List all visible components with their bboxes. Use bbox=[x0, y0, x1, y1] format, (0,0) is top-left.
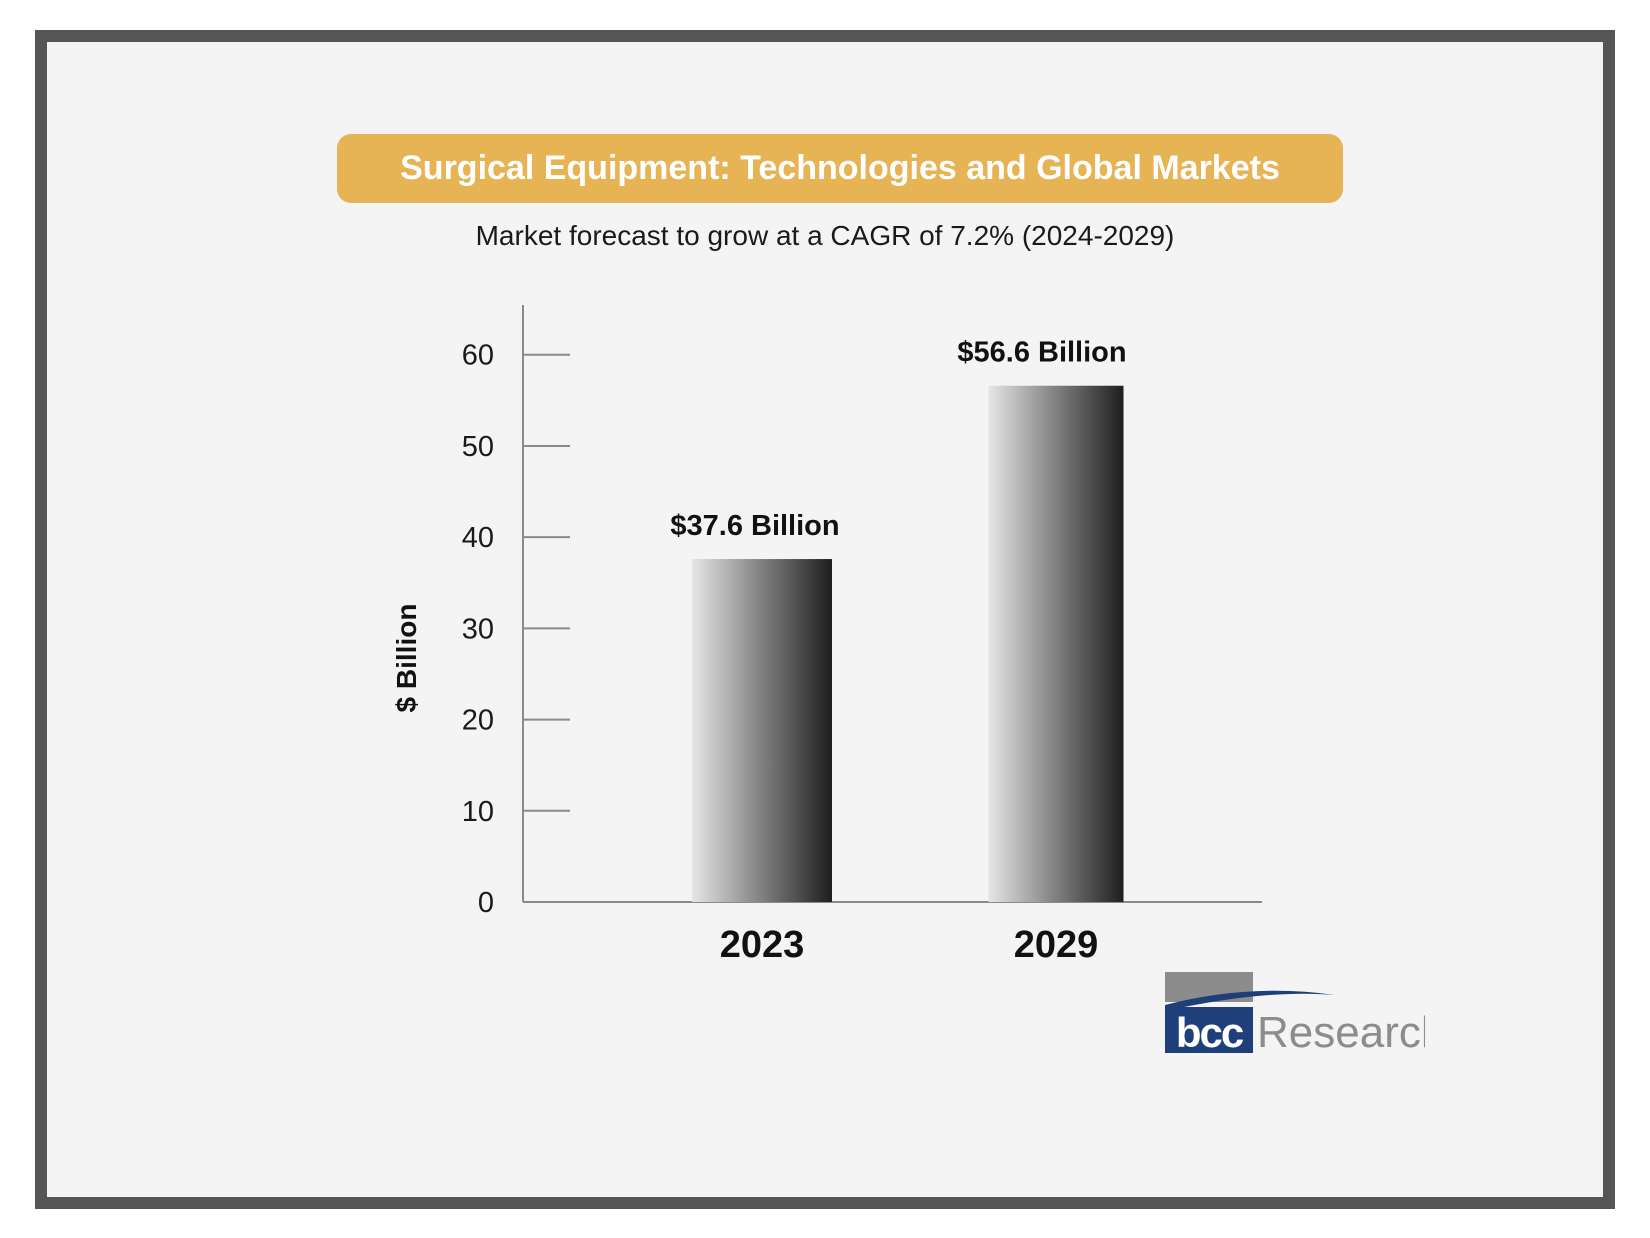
bar-2029 bbox=[988, 385, 1124, 902]
chart-frame: Surgical Equipment: Technologies and Glo… bbox=[35, 30, 1615, 1209]
y-tick-label: 30 bbox=[462, 613, 494, 645]
y-tick-label: 0 bbox=[478, 887, 494, 919]
bcc-research-logo: bcc Research bbox=[1165, 972, 1425, 1055]
x-tick-label-2023: 2023 bbox=[720, 924, 805, 966]
y-tick-label: 60 bbox=[462, 340, 494, 372]
y-tick-label: 40 bbox=[462, 522, 494, 554]
y-axis-label: $ Billion bbox=[391, 604, 422, 713]
data-label-2029: $56.6 Billion bbox=[957, 337, 1126, 369]
data-label-2023: $37.6 Billion bbox=[670, 510, 839, 542]
y-tick-label: 50 bbox=[462, 431, 494, 463]
y-tick-label: 10 bbox=[462, 796, 494, 828]
y-tick-label: 20 bbox=[462, 705, 494, 737]
chart-subtitle: Market forecast to grow at a CAGR of 7.2… bbox=[475, 220, 1175, 251]
logo-mark: bcc bbox=[1176, 1009, 1244, 1055]
x-tick-label-2029: 2029 bbox=[1014, 924, 1099, 966]
chart-title: Surgical Equipment: Technologies and Glo… bbox=[337, 134, 1343, 203]
bar-2023 bbox=[692, 559, 832, 902]
logo-word: Research bbox=[1257, 1008, 1425, 1055]
